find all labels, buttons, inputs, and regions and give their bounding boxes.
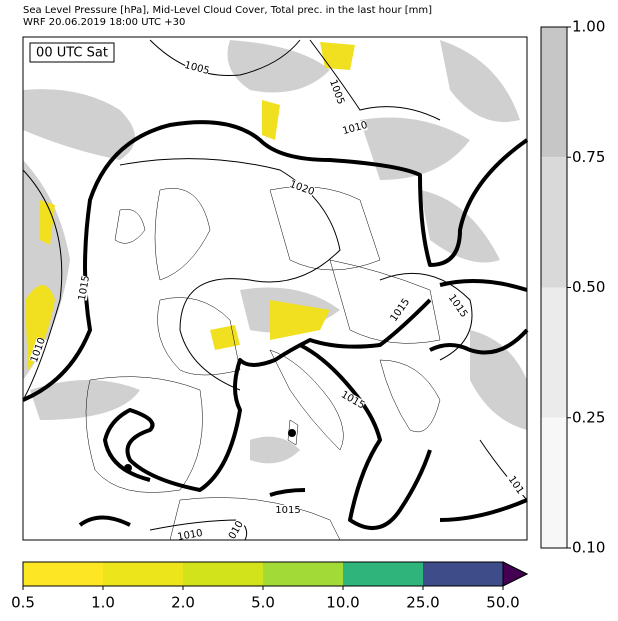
contour-label-bg (289, 179, 315, 197)
low-center (288, 429, 296, 437)
contour-label-bg (340, 389, 366, 411)
title: Sea Level Pressure [hPa], Mid-Level Clou… (23, 5, 432, 16)
colorbar-label: 0.25 (572, 408, 605, 426)
colorbar-label: 5.0 (251, 594, 275, 612)
contour-label-bg (342, 120, 368, 136)
time-label: 00 UTC Sat (36, 46, 108, 61)
contour-label: 1010 (177, 528, 204, 543)
contour-label-bg (29, 337, 47, 363)
colorbar-label: 1.00 (572, 18, 605, 36)
colorbar-label: 10.0 (326, 594, 359, 612)
contour-label-bg (276, 505, 300, 515)
contour-label: 1015 (77, 275, 92, 302)
colorbar-label: 0.5 (11, 594, 35, 612)
contour-label-bg (225, 517, 247, 543)
contour-label-bg (76, 275, 92, 301)
colorbar-label: 50.0 (486, 594, 519, 612)
colorbar-segment (263, 562, 343, 586)
contour-label-bg (177, 527, 203, 543)
colorbar-segment (541, 417, 567, 548)
cloud-colorbar: 1.00 0.75 0.50 0.25 0.10 (540, 18, 605, 557)
colorbar-label: 0.75 (572, 148, 605, 166)
contour-label-bg (447, 293, 469, 319)
contour-label-bg (328, 79, 346, 105)
colorbar-segment (423, 562, 503, 586)
colorbar-segment (541, 287, 567, 418)
precip-areas (25, 42, 355, 370)
colorbar-segment (103, 562, 183, 586)
colorbar-segment (183, 562, 263, 586)
contour-label-bg (184, 60, 210, 76)
colorbar-segment (23, 562, 103, 586)
contour-label: 1015 (275, 505, 300, 516)
colorbar-label: 0.50 (572, 278, 605, 296)
colorbar-segment (343, 562, 423, 586)
low-center (124, 464, 132, 472)
colorbar-label: 1.0 (91, 594, 115, 612)
colorbar-segment (541, 157, 567, 288)
precip-colorbar: 0.5 1.0 2.0 5.0 10.0 25.0 50.0 (11, 561, 529, 612)
colorbar-label: 25.0 (406, 594, 439, 612)
subtitle: WRF 20.06.2019 18:00 UTC +30 (23, 17, 185, 28)
contour-label-bg (505, 472, 527, 498)
colorbar-extend (502, 561, 529, 587)
colorbar-segment (541, 27, 567, 158)
colorbar-frame (22, 561, 529, 587)
contour-label-bg (389, 297, 411, 323)
time-label-box (29, 42, 115, 63)
colorbar-label: 2.0 (171, 594, 195, 612)
isobars-thin (22, 39, 528, 541)
colorbar-label: 0.10 (572, 539, 605, 557)
map-frame (22, 36, 528, 541)
